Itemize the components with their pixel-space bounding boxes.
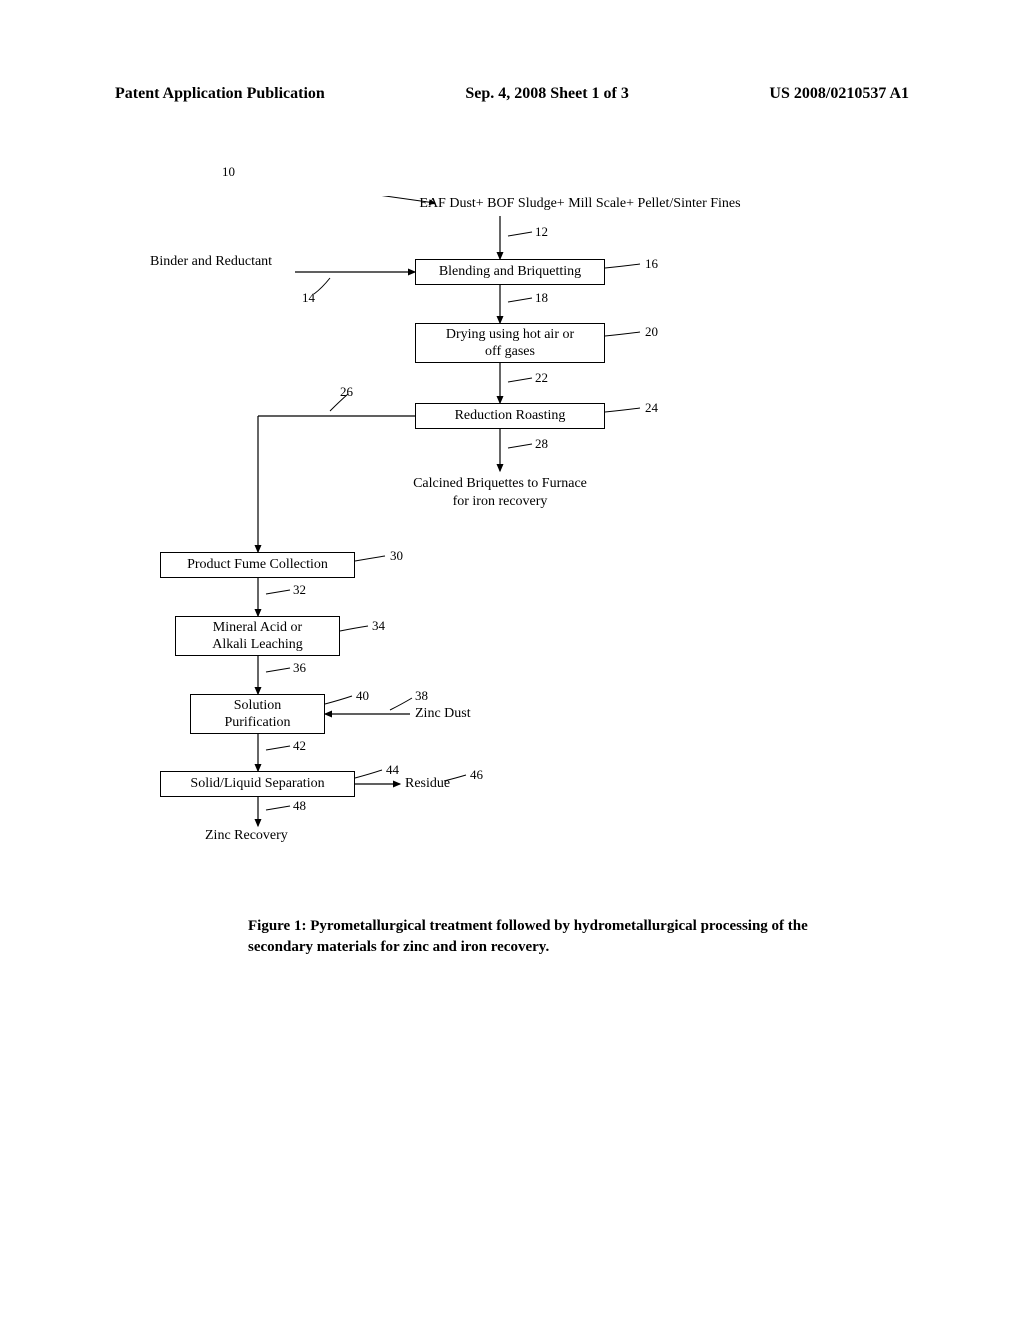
- caption-l2: secondary materials for zinc and iron re…: [248, 937, 878, 958]
- ref-36: 36: [293, 660, 306, 676]
- header-left: Patent Application Publication: [115, 85, 325, 103]
- header-right: US 2008/0210537 A1: [769, 85, 909, 103]
- ref-18: 18: [535, 290, 548, 306]
- box-drying-l2: off gases: [485, 343, 535, 361]
- ref-42: 42: [293, 738, 306, 754]
- box-separation: Solid/Liquid Separation: [160, 771, 355, 797]
- ref-48: 48: [293, 798, 306, 814]
- box-leaching-l2: Alkali Leaching: [212, 636, 303, 654]
- box-separation-label: Solid/Liquid Separation: [190, 775, 324, 793]
- ref-28: 28: [535, 436, 548, 452]
- caption-l1: Figure 1: Pyrometallurgical treatment fo…: [248, 916, 878, 937]
- ref-30: 30: [390, 548, 403, 564]
- box-purify-l2: Purification: [224, 714, 290, 732]
- ref-38: 38: [415, 688, 428, 704]
- box-purify-l1: Solution: [234, 697, 281, 715]
- ref-22: 22: [535, 370, 548, 386]
- box-drying: Drying using hot air or off gases: [415, 323, 605, 363]
- box-reduction: Reduction Roasting: [415, 403, 605, 429]
- output-calcined-l2: for iron recovery: [380, 494, 620, 510]
- ref-26: 26: [340, 384, 353, 400]
- ref-12: 12: [535, 224, 548, 240]
- input-binder: Binder and Reductant: [150, 254, 295, 270]
- ref-34: 34: [372, 618, 385, 634]
- box-blending-label: Blending and Briquetting: [439, 263, 581, 281]
- ref-16: 16: [645, 256, 658, 272]
- ref-44: 44: [386, 762, 399, 778]
- output-calcined-l1: Calcined Briquettes to Furnace: [380, 476, 620, 492]
- box-fume: Product Fume Collection: [160, 552, 355, 578]
- input-top: EAF Dust+ BOF Sludge+ Mill Scale+ Pellet…: [370, 196, 790, 212]
- ref-10: 10: [222, 164, 235, 180]
- box-blending: Blending and Briquetting: [415, 259, 605, 285]
- box-leaching-l1: Mineral Acid or: [213, 619, 302, 637]
- output-residue: Residue: [405, 776, 475, 792]
- box-purification: Solution Purification: [190, 694, 325, 734]
- header-center: Sep. 4, 2008 Sheet 1 of 3: [465, 85, 629, 103]
- ref-46: 46: [470, 767, 483, 783]
- box-fume-label: Product Fume Collection: [187, 556, 328, 574]
- box-reduction-label: Reduction Roasting: [455, 407, 566, 425]
- ref-20: 20: [645, 324, 658, 340]
- ref-32: 32: [293, 582, 306, 598]
- ref-40: 40: [356, 688, 369, 704]
- ref-14: 14: [302, 290, 315, 306]
- input-zinc-dust: Zinc Dust: [415, 706, 495, 722]
- page-header: Patent Application Publication Sep. 4, 2…: [0, 85, 1024, 103]
- box-leaching: Mineral Acid or Alkali Leaching: [175, 616, 340, 656]
- box-drying-l1: Drying using hot air or: [446, 326, 574, 344]
- output-zinc-recovery: Zinc Recovery: [205, 828, 325, 844]
- figure-caption: Figure 1: Pyrometallurgical treatment fo…: [248, 916, 878, 958]
- ref-24: 24: [645, 400, 658, 416]
